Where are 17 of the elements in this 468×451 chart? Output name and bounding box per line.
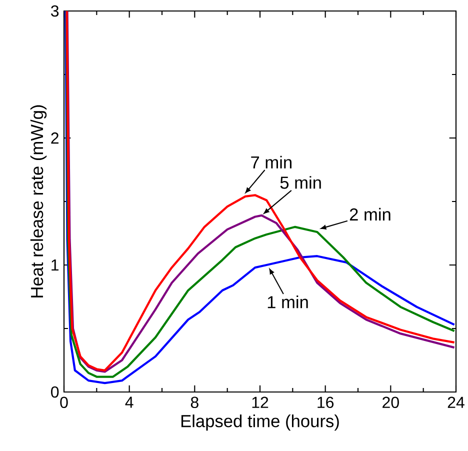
x-tick-label: 4 — [125, 396, 134, 408]
y-tick-label: 2 — [51, 132, 58, 144]
annotation: 5 min — [280, 176, 321, 189]
x-axis-title: Elapsed time (hours) — [181, 414, 339, 431]
x-tick-label: 24 — [448, 396, 464, 408]
y-axis-title: Heat release rate (mW/g) — [30, 105, 47, 298]
x-tick-label: 0 — [60, 396, 68, 408]
annotation: 2 min — [350, 208, 390, 220]
y-tick-label: 0 — [51, 386, 59, 398]
annotation: 1 min — [268, 296, 308, 308]
x-tick-label: 12 — [252, 396, 268, 408]
x-tick-label: 16 — [318, 396, 334, 408]
y-tick-label: 3 — [50, 5, 59, 17]
x-tick-label: 20 — [382, 396, 399, 408]
y-tick-label: 1 — [52, 260, 59, 271]
annotation: 7 min — [251, 156, 292, 168]
x-tick-label: 8 — [190, 396, 198, 408]
